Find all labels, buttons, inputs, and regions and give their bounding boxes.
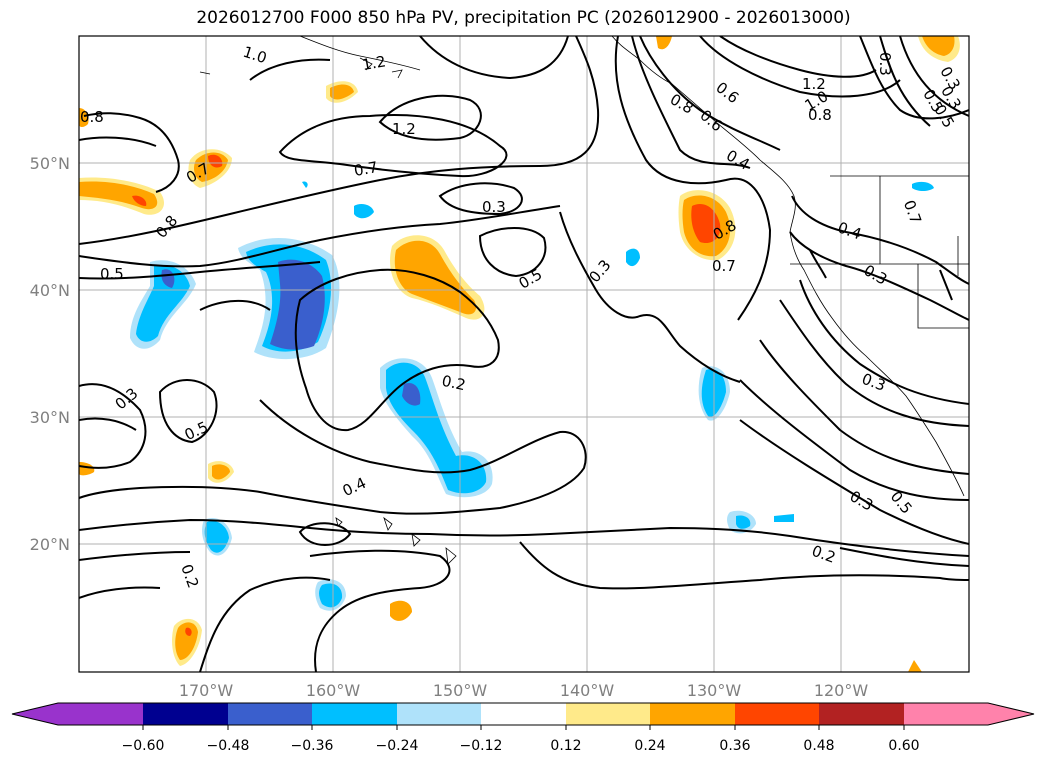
lat-label-30n: 30°N [30, 408, 70, 427]
colorbar-outline [11, 702, 1035, 726]
pv-contours [79, 36, 969, 672]
contour-label: 0.7 [353, 158, 380, 180]
lat-label-50n: 50°N [30, 154, 70, 173]
map-frame [78, 35, 970, 673]
colorbar-segment [481, 703, 566, 725]
colorbar-tick-label: −0.36 [291, 738, 334, 754]
contour-label: 0.3 [876, 52, 894, 76]
lat-label-20n: 20°N [30, 535, 70, 554]
contour-label: 0.5 [100, 265, 124, 283]
lat-label-40n: 40°N [30, 281, 70, 300]
lon-label-120w: 120°W [814, 681, 869, 700]
contour-label: 1.2 [802, 75, 826, 93]
lon-label-140w: 140°W [560, 681, 615, 700]
colorbar-tick-label: −0.48 [207, 738, 250, 754]
colorbar-tick-label: −0.24 [376, 738, 419, 754]
colorbar-segment [735, 703, 819, 725]
lon-label-160w: 160°W [306, 681, 361, 700]
colorbar-tick-label: 0.36 [719, 738, 750, 754]
lon-label-170w: 170°W [179, 681, 234, 700]
contour-label: 0.8 [80, 108, 104, 126]
colorbar-extend-max [988, 703, 1034, 725]
colorbar-extend-min [12, 703, 58, 725]
contour-label: 1.2 [392, 120, 416, 138]
contour-label: 1.2 [361, 52, 388, 74]
colorbar-tick-label: 0.48 [803, 738, 834, 754]
colorbar-tick-label: −0.60 [122, 738, 165, 754]
lon-label-150w: 150°W [433, 681, 488, 700]
latitude-labels: 50°N 40°N 30°N 20°N [30, 154, 70, 554]
colorbar-tick-label: 0.12 [550, 738, 581, 754]
colorbar-segment [143, 703, 228, 725]
colorbar-segment [904, 703, 988, 725]
colorbar-segment [819, 703, 904, 725]
colorbar-segment [397, 703, 481, 725]
map-title: 2026012700 F000 850 hPa PV, precipitatio… [196, 8, 851, 28]
colorbar-tick-label: 0.24 [634, 738, 665, 754]
colorbar-segment [58, 703, 143, 725]
contour-label: 0.3 [482, 198, 506, 216]
contour-label: 0.7 [712, 257, 736, 275]
map-area [79, 36, 969, 672]
colorbar: −0.60 −0.48 −0.36 −0.24 −0.12 0.12 0.24 … [11, 702, 1035, 754]
colorbar-segment [566, 703, 650, 725]
lon-label-130w: 130°W [687, 681, 742, 700]
colorbar-segment [650, 703, 735, 725]
contour-label: 0.2 [440, 372, 467, 395]
positive-precip-shading [79, 36, 960, 672]
colorbar-segment [228, 703, 312, 725]
colorbar-tick-label: 0.60 [888, 738, 919, 754]
contour-label: 0.8 [808, 106, 832, 124]
longitude-labels: 170°W 160°W 150°W 140°W 130°W 120°W [179, 681, 869, 700]
colorbar-segment [312, 703, 397, 725]
graticule [79, 36, 969, 672]
colorbar-tick-label: −0.12 [460, 738, 503, 754]
